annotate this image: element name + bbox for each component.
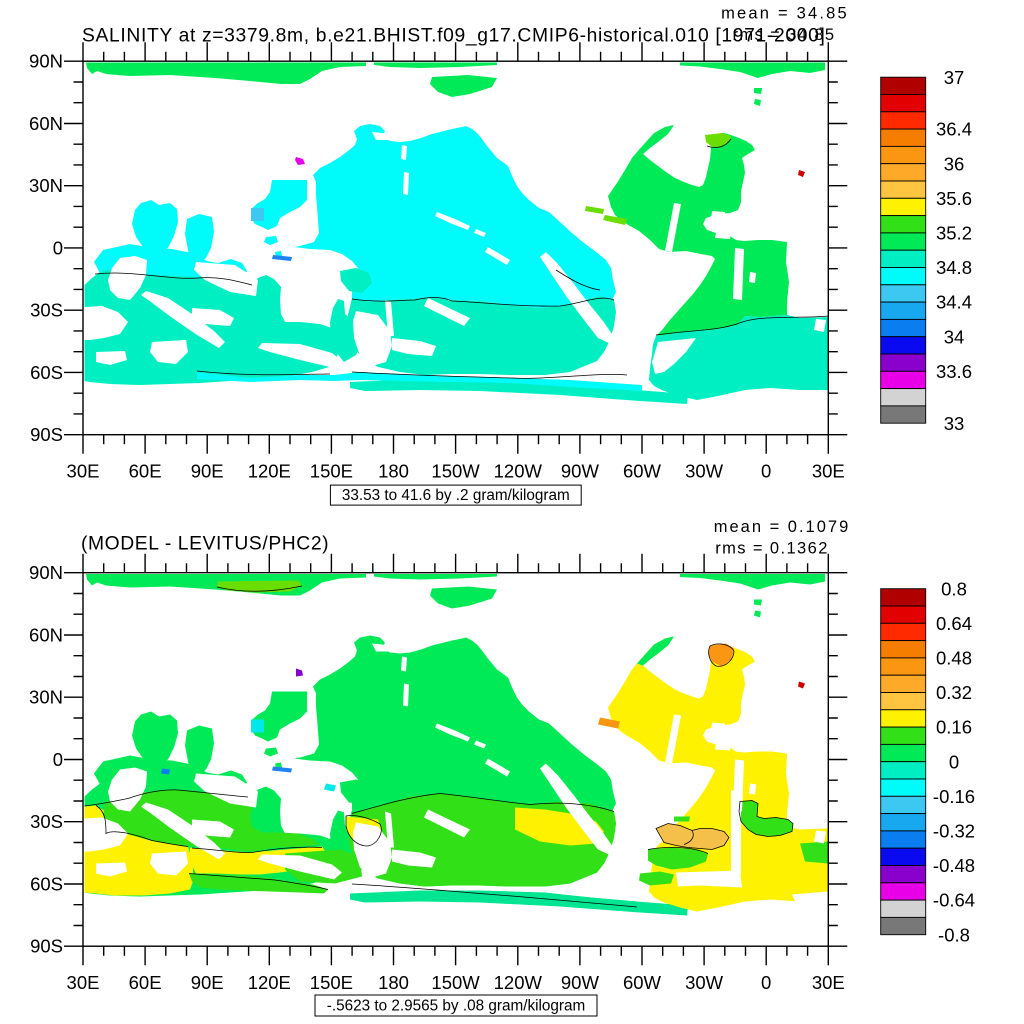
- svg-text:30S: 30S: [30, 811, 63, 832]
- svg-text:rms = 34.85: rms = 34.85: [733, 26, 836, 44]
- svg-text:30E: 30E: [67, 461, 100, 482]
- svg-text:mean = 34.85: mean = 34.85: [721, 5, 849, 23]
- svg-text:60E: 60E: [129, 972, 162, 993]
- svg-text:0.16: 0.16: [936, 717, 972, 738]
- svg-text:120W: 120W: [494, 461, 543, 482]
- svg-text:30N: 30N: [29, 175, 63, 196]
- svg-text:180: 180: [378, 461, 409, 482]
- svg-text:90N: 90N: [29, 562, 63, 583]
- svg-text:60S: 60S: [30, 874, 63, 895]
- svg-text:90S: 90S: [30, 936, 63, 957]
- svg-text:0.64: 0.64: [936, 613, 972, 634]
- svg-text:33: 33: [944, 413, 965, 434]
- svg-text:-0.48: -0.48: [933, 855, 975, 876]
- svg-text:90E: 90E: [191, 461, 224, 482]
- svg-text:150E: 150E: [310, 461, 353, 482]
- svg-text:-.5623 to 2.9565 by .08 gram/k: -.5623 to 2.9565 by .08 gram/kilogram: [327, 997, 586, 1014]
- svg-text:60N: 60N: [29, 625, 63, 646]
- svg-text:SALINITY at z=3379.8m, b.e21.B: SALINITY at z=3379.8m, b.e21.BHIST.f09_g…: [82, 25, 825, 46]
- svg-text:150E: 150E: [310, 972, 353, 993]
- svg-text:33.53 to 41.6 by .2 gram/kilog: 33.53 to 41.6 by .2 gram/kilogram: [342, 487, 570, 504]
- svg-text:-0.32: -0.32: [933, 821, 975, 842]
- svg-text:30E: 30E: [67, 972, 100, 993]
- svg-text:35.6: 35.6: [936, 188, 972, 209]
- svg-text:150W: 150W: [431, 461, 480, 482]
- svg-text:0.8: 0.8: [941, 578, 967, 599]
- svg-text:30E: 30E: [812, 461, 845, 482]
- svg-text:-0.64: -0.64: [933, 890, 975, 911]
- svg-text:30E: 30E: [812, 972, 845, 993]
- svg-text:120W: 120W: [494, 972, 543, 993]
- svg-text:60W: 60W: [623, 461, 662, 482]
- svg-text:0: 0: [761, 461, 771, 482]
- svg-text:0: 0: [53, 237, 63, 258]
- svg-text:36: 36: [944, 153, 965, 174]
- svg-text:-0.8: -0.8: [938, 924, 970, 945]
- svg-text:(MODEL - LEVITUS/PHC2): (MODEL - LEVITUS/PHC2): [81, 534, 329, 555]
- svg-text:-0.16: -0.16: [933, 786, 975, 807]
- svg-text:60E: 60E: [129, 461, 162, 482]
- svg-text:0.32: 0.32: [936, 682, 972, 703]
- svg-text:35.2: 35.2: [936, 223, 972, 244]
- svg-text:60S: 60S: [30, 362, 63, 383]
- svg-text:0: 0: [761, 972, 771, 993]
- svg-text:0: 0: [53, 749, 63, 770]
- svg-text:60W: 60W: [623, 972, 662, 993]
- svg-text:0: 0: [949, 751, 959, 772]
- svg-text:34.8: 34.8: [936, 257, 972, 278]
- svg-text:90S: 90S: [30, 424, 63, 445]
- svg-text:120E: 120E: [248, 461, 291, 482]
- svg-text:37: 37: [944, 67, 965, 88]
- svg-text:90N: 90N: [29, 51, 63, 72]
- svg-text:90W: 90W: [561, 461, 600, 482]
- svg-text:30W: 30W: [685, 461, 724, 482]
- svg-text:36.4: 36.4: [936, 119, 972, 140]
- svg-text:33.6: 33.6: [936, 361, 972, 382]
- svg-text:30W: 30W: [685, 972, 724, 993]
- svg-text:rms = 0.1362: rms = 0.1362: [715, 540, 829, 558]
- svg-text:30N: 30N: [29, 687, 63, 708]
- svg-text:34: 34: [944, 326, 965, 347]
- svg-text:150W: 150W: [431, 972, 480, 993]
- svg-text:mean = 0.1079: mean = 0.1079: [714, 518, 851, 536]
- svg-text:30S: 30S: [30, 300, 63, 321]
- svg-text:34.4: 34.4: [936, 292, 972, 313]
- svg-text:90E: 90E: [191, 972, 224, 993]
- svg-text:180: 180: [378, 972, 409, 993]
- svg-text:60N: 60N: [29, 113, 63, 134]
- svg-text:90W: 90W: [561, 972, 600, 993]
- svg-text:120E: 120E: [248, 972, 291, 993]
- svg-text:0.48: 0.48: [936, 648, 972, 669]
